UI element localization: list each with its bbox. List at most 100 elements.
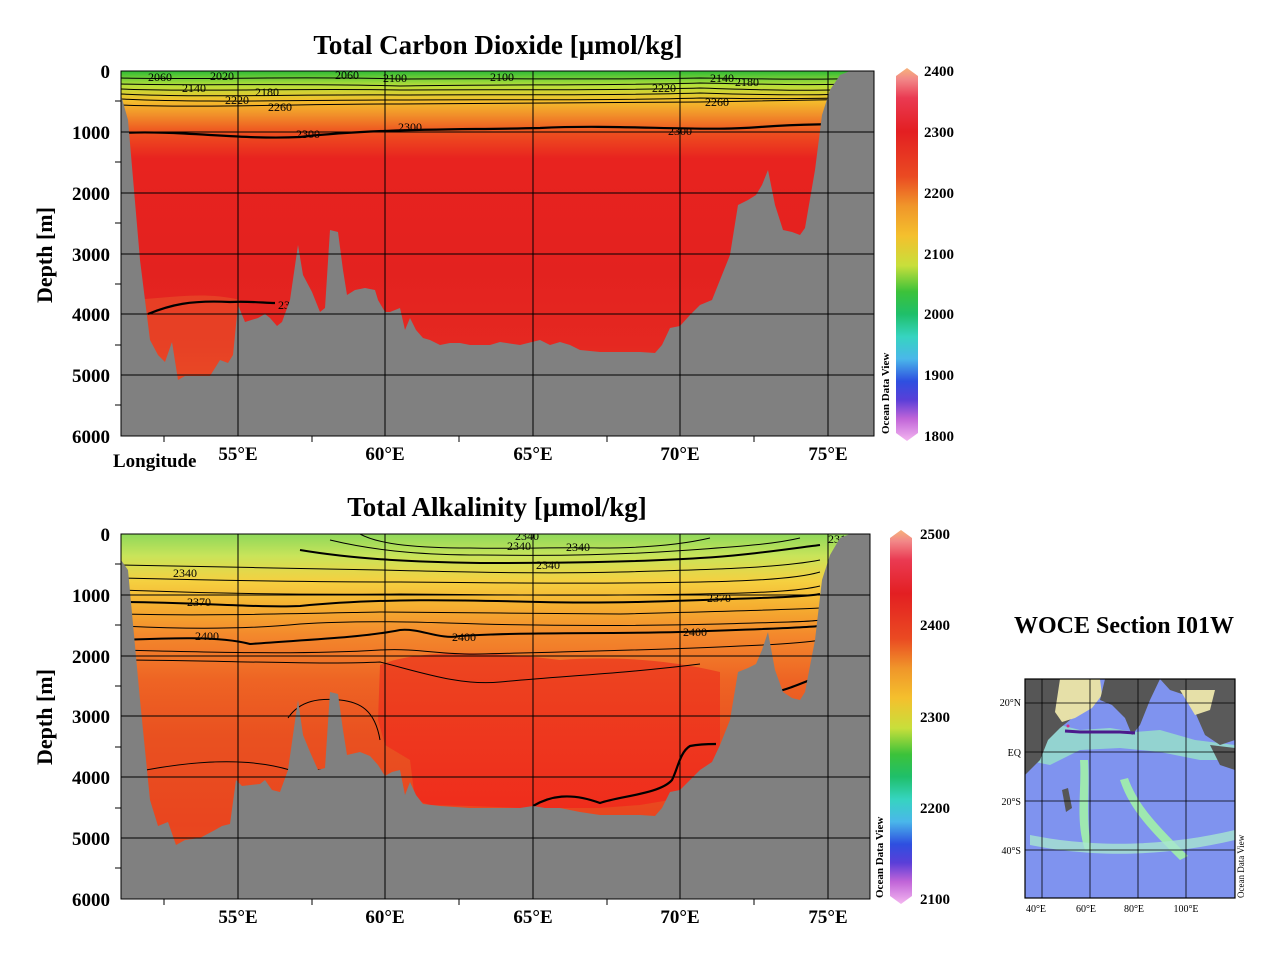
co2-seafloor (121, 71, 874, 436)
co2-x-tick: 65°E (513, 444, 552, 465)
alk-contour-label: 2400 (452, 630, 476, 644)
alk-colorbar-label: 2500 (920, 527, 950, 543)
alk-contour-label: 2370 (187, 595, 211, 609)
co2-y-ticks: 0 1000 2000 3000 4000 5000 6000 (72, 62, 110, 448)
alk-contour-label: 2340 (173, 566, 197, 580)
map-lat-labels: 20°N EQ 20°S 40°S (1000, 698, 1022, 857)
alk-colorbar-label: 2300 (920, 710, 950, 726)
alk-y-tick: 2000 (72, 647, 110, 668)
map-lon-label: 100°E (1173, 904, 1198, 915)
co2-x-ticks: 55°E 60°E 65°E 70°E 75°E (218, 444, 847, 465)
co2-y-tick: 2000 (72, 184, 110, 205)
map-graticule (1025, 679, 1235, 898)
co2-y-tick: 1000 (72, 123, 110, 144)
map-lat-label: 20°S (1001, 797, 1021, 808)
alk-colorbar-label: 2200 (920, 801, 950, 817)
co2-y-tick: 6000 (72, 427, 110, 448)
alk-colorbar: 2500 2400 2300 2200 2100 Ocean Data View (874, 527, 950, 908)
co2-colorbar-label: 2400 (924, 64, 954, 80)
map-ridge (1079, 760, 1092, 850)
map-lon-label: 80°E (1124, 904, 1144, 915)
co2-colorbar-label: 2000 (924, 307, 954, 323)
alk-contour-label: 2340 (536, 558, 560, 572)
alk-chart-title: Total Alkalinity [µmol/kg] (347, 492, 647, 522)
alk-x-tick: 65°E (513, 907, 552, 928)
map-lat-label: EQ (1008, 748, 1022, 759)
co2-colorbar: 2400 2300 2200 2100 2000 1900 1800 Ocean… (880, 64, 954, 445)
alk-y-axis-label: Depth [m] (32, 669, 57, 765)
co2-chart-title: Total Carbon Dioxide [µmol/kg] (313, 30, 682, 60)
woce-section-map: WOCE Section I01W 20°N (1000, 613, 1246, 915)
co2-contour-label: 2300 (296, 127, 320, 141)
alk-x-ticks: 55°E 60°E 65°E 70°E 75°E (218, 907, 847, 928)
map-lon-label: 60°E (1076, 904, 1096, 915)
alk-gridlines (121, 534, 870, 899)
alk-colorbar-labels: 2500 2400 2300 2200 2100 (920, 527, 950, 908)
map-india (1100, 679, 1160, 735)
alk-colorbar-scale (890, 530, 912, 904)
co2-contour-label: 2260 (268, 100, 292, 114)
co2-contour-label: 2300 (398, 120, 422, 134)
alk-x-tick: 70°E (660, 907, 699, 928)
co2-x-tick: 70°E (660, 444, 699, 465)
alk-x-tick: 55°E (218, 907, 257, 928)
alk-minor-ticks (115, 563, 755, 905)
alk-y-ticks: 0 1000 2000 3000 4000 5000 6000 (72, 525, 110, 911)
co2-y-tick: 4000 (72, 305, 110, 326)
co2-y-tick: 3000 (72, 245, 110, 266)
alk-contour-labels: 2340 2340 2340 2340 2310 2370 2370 2400 … (173, 529, 852, 644)
co2-contour-label: 2060 (148, 70, 172, 84)
co2-colorbar-label: 2200 (924, 186, 954, 202)
map-lat-label: 20°N (1000, 698, 1021, 709)
co2-contour-label: 2100 (383, 71, 407, 85)
co2-contour-label: 2180 (255, 85, 279, 99)
map-ridge (1120, 778, 1188, 860)
alk-seafloor (121, 534, 870, 899)
co2-colorbar-label: 2300 (924, 125, 954, 141)
alk-x-tick: 60°E (365, 907, 404, 928)
alk-y-tick: 4000 (72, 768, 110, 789)
map-track-start (1066, 724, 1070, 728)
co2-minor-ticks (115, 100, 755, 442)
map-title: WOCE Section I01W (1014, 613, 1234, 639)
co2-contour-label: 2020 (210, 69, 234, 83)
alkalinity-section-chart: Total Alkalinity [µmol/kg] (32, 492, 950, 928)
co2-contour-label: 2140 (182, 81, 206, 95)
co2-y-tick: 0 (101, 62, 111, 83)
co2-contour-label: 2220 (225, 93, 249, 107)
alk-deep-core (378, 653, 720, 808)
alk-y-tick: 5000 (72, 829, 110, 850)
co2-contours (121, 77, 874, 316)
map-sumatra (1210, 745, 1235, 770)
co2-x-tick: 75°E (808, 444, 847, 465)
co2-contour-label: 2100 (490, 70, 514, 84)
co2-colorbar-label: 1900 (924, 368, 954, 384)
co2-colorbar-labels: 2400 2300 2200 2100 2000 1900 1800 (924, 64, 954, 445)
alk-y-tick: 6000 (72, 890, 110, 911)
alk-contour-label: 2370 (707, 591, 731, 605)
co2-contour-label: 2140 (710, 71, 734, 85)
alk-contour-label: 2340 (507, 539, 531, 553)
alk-y-tick: 0 (101, 525, 111, 546)
map-southeast-asia-shelf (1180, 690, 1215, 715)
map-lon-labels: 40°E 60°E 80°E 100°E (1026, 904, 1199, 915)
alk-contour-label: 2340 (515, 529, 539, 543)
co2-plot-frame (120, 70, 875, 437)
co2-x-axis-label: Longitude (113, 451, 196, 472)
alk-y-tick: 1000 (72, 586, 110, 607)
map-frame (1024, 678, 1236, 899)
alk-y-tick: 3000 (72, 707, 110, 728)
co2-contour-label: 2060 (335, 68, 359, 82)
alk-plot-frame (120, 533, 871, 900)
map-cruise-track (1064, 729, 1136, 735)
map-madagascar (1062, 788, 1072, 812)
alk-colorbar-label: 2400 (920, 618, 950, 634)
alk-contour-label: 2400 (683, 625, 707, 639)
co2-y-axis-label: Depth [m] (32, 207, 57, 303)
co2-colorbar-label: 1800 (924, 429, 954, 445)
map-lat-label: 40°S (1001, 846, 1021, 857)
map-shelf (1025, 725, 1235, 765)
alk-contour-label: 2340 (566, 540, 590, 554)
map-lon-label: 40°E (1026, 904, 1046, 915)
